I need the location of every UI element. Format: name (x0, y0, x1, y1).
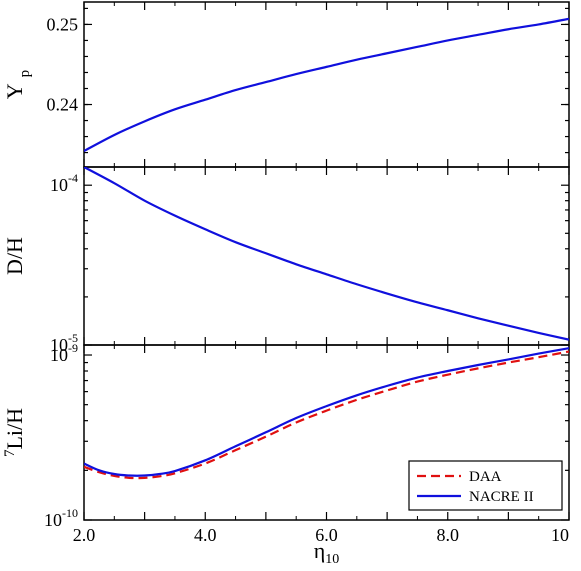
y-axis-label: 7Li/H (2, 408, 27, 457)
y-tick-label: 0.25 (47, 14, 79, 34)
legend-box (408, 460, 563, 511)
x-tick-label: 10 (551, 525, 569, 545)
legend-label: DAA (469, 469, 502, 485)
y-tick-label: 0.24 (47, 95, 79, 115)
plot-frame (83, 1, 570, 168)
x-tick-label: 6.0 (315, 525, 338, 545)
x-tick-label: 8.0 (437, 525, 460, 545)
panel-1: 0.24 0.25 Yp (2, 1, 570, 168)
x-axis-label: η10 (314, 538, 340, 567)
series-line-1-1 (84, 17, 569, 152)
series-line-daa (84, 350, 569, 480)
legend-label: NACRE II (469, 489, 534, 505)
y-tick-label: 10-5 (50, 331, 78, 355)
plot-frame (83, 166, 570, 346)
y-axis-label: Yp (2, 70, 33, 99)
y-tick-label: 10-9 (50, 341, 78, 365)
panel-3: 10-9 10-10 7Li/H 2.0 4.0 6.0 8.0 10 η10 DAA NACRE … (2, 341, 570, 567)
legend: DAA NACRE II (408, 460, 563, 511)
x-tick-label: 4.0 (194, 525, 217, 545)
panel-2: 10-4 10-5 D/H (2, 166, 570, 355)
x-tick-label: 2.0 (73, 525, 96, 545)
y-tick-label: 10-4 (50, 171, 78, 195)
y-tick-label: 10-10 (44, 506, 78, 530)
y-axis-label: D/H (2, 237, 27, 275)
series-line-nacre-ii (84, 347, 569, 477)
series-line-2-1 (84, 167, 569, 341)
